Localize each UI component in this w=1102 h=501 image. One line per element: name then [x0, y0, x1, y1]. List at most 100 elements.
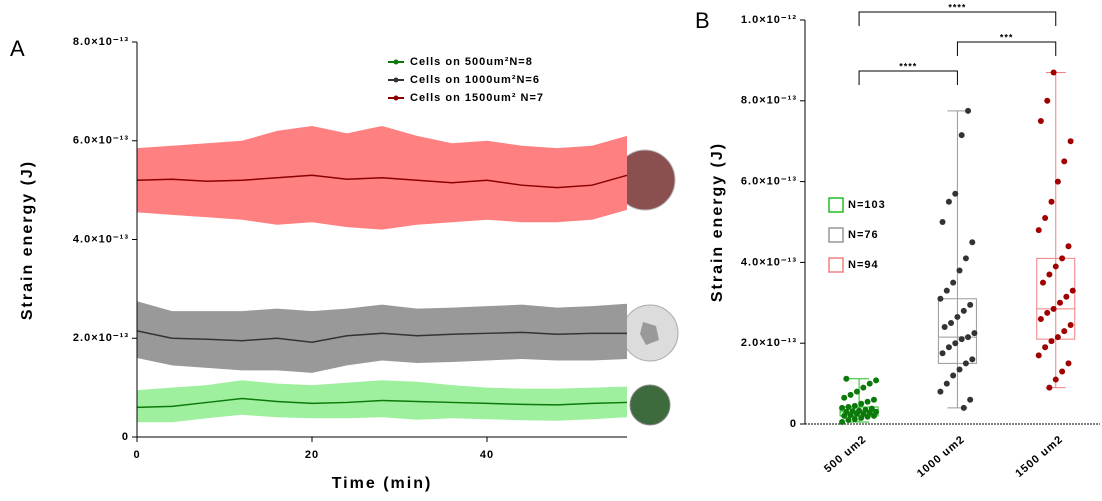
point — [1054, 178, 1061, 185]
significance-bracket — [858, 70, 958, 85]
point — [843, 375, 850, 382]
y-tick-label: 6.0×10⁻¹³ — [741, 176, 797, 188]
cell-image — [629, 384, 671, 426]
point — [1035, 352, 1042, 359]
point — [939, 219, 946, 225]
point — [960, 404, 967, 411]
point — [962, 360, 969, 367]
cell-nucleus — [640, 322, 659, 345]
point — [1044, 97, 1051, 104]
y-tick-label: 8.0×10⁻¹³ — [73, 36, 129, 48]
y-tick-label: 0 — [122, 431, 129, 443]
y-tick-label: 4.0×10⁻¹³ — [741, 256, 797, 268]
point — [956, 366, 963, 373]
point — [845, 416, 852, 423]
point — [1052, 376, 1059, 383]
point — [1063, 293, 1070, 300]
significance-label: *** — [1000, 32, 1014, 42]
x-tick-label: 0 — [133, 449, 140, 461]
point — [1059, 255, 1066, 262]
point — [1046, 271, 1053, 278]
point — [958, 132, 965, 139]
point — [841, 394, 848, 401]
point — [1044, 309, 1051, 316]
point — [866, 380, 873, 387]
point — [843, 408, 850, 415]
point — [839, 418, 846, 425]
significance-label: **** — [899, 61, 917, 71]
legend-swatch — [828, 197, 844, 213]
legend-swatch — [393, 59, 399, 65]
legend-swatch — [393, 77, 399, 83]
cell-images — [614, 149, 679, 426]
point — [1048, 338, 1055, 345]
point — [1050, 305, 1057, 312]
point — [873, 408, 880, 415]
point — [965, 334, 972, 341]
legend-label: Cells on 1500um² N=7 — [410, 92, 544, 104]
point — [969, 239, 976, 246]
error-band — [137, 301, 627, 373]
point — [856, 407, 863, 414]
point — [862, 406, 869, 413]
point — [971, 330, 978, 337]
point — [1046, 384, 1053, 391]
point — [950, 372, 957, 379]
point — [943, 380, 950, 387]
point — [1061, 158, 1068, 165]
point — [868, 405, 875, 412]
point — [860, 384, 867, 391]
point — [1050, 69, 1057, 76]
legend-label: Cells on 1000um²N=6 — [410, 74, 540, 86]
legend-swatch — [828, 257, 844, 273]
y-tick-label: 1.0×10⁻¹² — [741, 14, 797, 26]
point — [950, 279, 957, 286]
point — [969, 356, 976, 363]
point — [851, 402, 858, 409]
point — [1054, 334, 1061, 341]
point — [1067, 138, 1074, 145]
point — [945, 198, 952, 205]
y-axis-title: Strain energy (J) — [709, 142, 726, 302]
point — [873, 377, 880, 384]
y-tick-label: 2.0×10⁻¹³ — [741, 337, 797, 349]
x-tick-label: 500 um2 — [822, 433, 869, 475]
mean-line — [136, 397, 628, 409]
y-tick-label: 0 — [790, 418, 797, 430]
point — [1065, 360, 1072, 367]
point — [845, 404, 852, 411]
point — [1042, 214, 1049, 221]
point — [1037, 118, 1044, 124]
point — [1035, 227, 1042, 234]
point — [1059, 368, 1066, 375]
legend-label: N=94 — [848, 259, 879, 271]
point — [952, 340, 959, 347]
legend-label: Cells on 500um²N=8 — [410, 56, 533, 68]
legend-label: N=103 — [848, 199, 886, 211]
x-tick-label: 20 — [305, 449, 319, 461]
significance-bracket — [956, 41, 1057, 56]
point — [967, 301, 974, 308]
point — [960, 307, 967, 314]
point — [1065, 243, 1072, 250]
point — [1067, 322, 1074, 329]
point — [952, 190, 959, 197]
significance-bracket — [858, 11, 1057, 26]
x-tick-label: 1500 um2 — [1013, 433, 1065, 480]
point — [849, 408, 856, 415]
panel-letter: B — [695, 8, 710, 33]
point — [937, 295, 944, 302]
significance-label: **** — [948, 2, 966, 12]
point — [1048, 198, 1055, 205]
y-tick-label: 8.0×10⁻¹³ — [741, 95, 797, 107]
point — [1057, 299, 1063, 306]
y-tick-label: 6.0×10⁻¹³ — [73, 135, 129, 147]
panel-letter: A — [10, 36, 25, 61]
point — [1042, 344, 1049, 351]
point — [956, 267, 963, 274]
point — [939, 350, 946, 357]
point — [945, 344, 952, 351]
point — [864, 398, 871, 405]
point — [853, 388, 860, 395]
